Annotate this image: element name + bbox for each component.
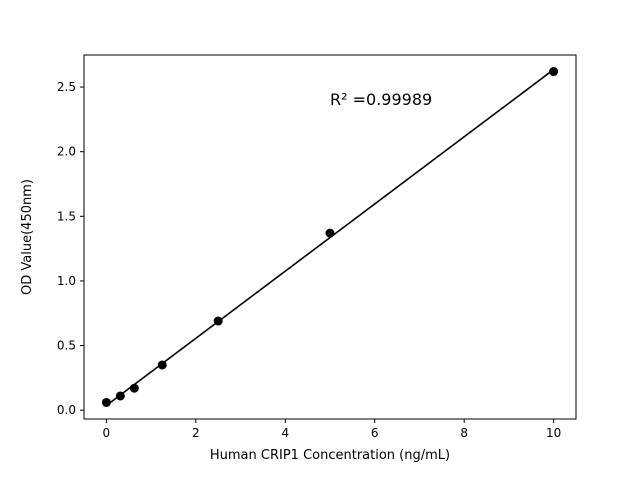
y-tick-label: 1.5: [57, 209, 76, 223]
data-point: [213, 316, 223, 326]
y-tick-label: 0.0: [57, 403, 76, 417]
y-tick-label: 2.5: [57, 80, 76, 94]
data-point: [157, 360, 167, 370]
y-axis-label: OD Value(450nm): [20, 179, 35, 295]
y-axis-ticks: 0.0 0.5 1.0 1.5 2.0 2.5: [57, 80, 84, 417]
data-points: [101, 67, 559, 407]
x-axis-ticks: 0 2 4 6 8 10: [103, 419, 561, 440]
axes-spines: [83, 54, 577, 420]
data-point: [549, 67, 559, 77]
data-point: [101, 397, 111, 407]
x-tick-label: 8: [460, 426, 468, 440]
data-point: [325, 228, 335, 238]
x-tick-label: 10: [546, 426, 561, 440]
x-tick-label: 0: [103, 426, 111, 440]
x-tick-label: 6: [371, 426, 379, 440]
x-tick-label: 4: [281, 426, 289, 440]
r-squared-annotation: R² =0.99989: [330, 90, 432, 109]
data-point: [129, 383, 139, 393]
x-tick-label: 2: [192, 426, 200, 440]
y-tick-label: 0.5: [57, 339, 76, 353]
y-tick-label: 2.0: [57, 145, 76, 159]
x-axis-label: Human CRIP1 Concentration (ng/mL): [210, 448, 450, 463]
data-point: [115, 391, 125, 401]
y-tick-label: 1.0: [57, 274, 76, 288]
